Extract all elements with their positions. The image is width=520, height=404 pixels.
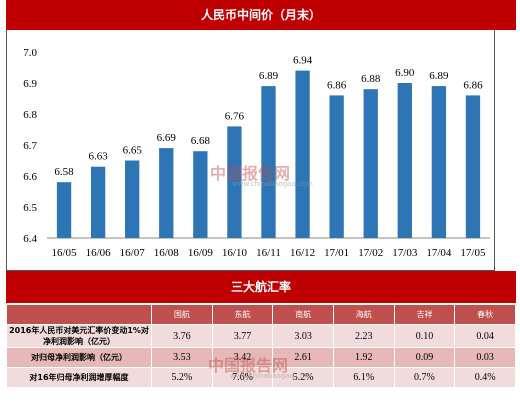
data-label: 6.90 — [395, 67, 415, 79]
y-tick-label: 6.8 — [23, 109, 37, 121]
watermark-logo: 中国报告网 — [210, 164, 291, 183]
header-airline: 海航 — [332, 304, 395, 325]
data-label: 6.94 — [293, 55, 313, 67]
bar — [329, 95, 344, 239]
bar — [159, 148, 174, 238]
data-label: 6.89 — [259, 70, 279, 82]
chart-area: 6.4 6.5 6.6 6.7 6.8 6.9 7.0 6.58 16/05 6.63 16/06 6… — [6, 30, 495, 271]
bar — [125, 160, 140, 238]
table-row: 对归母净利润影响（亿元） 3.53 3.42 2.61 1.92 0.09 0.… — [6, 347, 516, 368]
x-tick-label: 16/08 — [154, 247, 180, 259]
bar — [56, 182, 72, 238]
bar — [193, 151, 208, 238]
x-tick-label: 17/05 — [460, 247, 486, 259]
data-label: 6.76 — [225, 110, 245, 122]
data-label: 6.88 — [361, 73, 381, 85]
bar — [261, 86, 276, 238]
x-tick-label: 16/07 — [120, 247, 146, 259]
table-cell: 0.09 — [393, 347, 456, 368]
watermark-url: www.chinabaogao.com — [230, 372, 311, 380]
table-header-row: 国航 东航 南航 海航 吉祥 春秋 — [6, 304, 516, 325]
bar — [397, 83, 412, 238]
x-tick-label: 17/01 — [324, 247, 349, 259]
y-tick-label: 6.7 — [23, 140, 37, 152]
y-tick-label: 6.4 — [23, 233, 37, 245]
bar — [363, 89, 378, 238]
x-tick-label: 16/05 — [52, 247, 78, 259]
data-label: 6.89 — [429, 70, 449, 82]
bar — [227, 126, 242, 238]
chart-title-banner: 人民币中间价（月末） — [6, 0, 516, 30]
table-cell: 5.2% — [272, 367, 334, 388]
bar-chart: 6.4 6.5 6.6 6.7 6.8 6.9 7.0 6.58 16/05 6.63 16/06 6… — [23, 47, 490, 259]
watermark-logo: 中国报告网 — [208, 356, 289, 375]
x-tick-label: 17/02 — [358, 247, 383, 259]
bar — [465, 95, 481, 239]
header-airline: 东航 — [211, 304, 274, 325]
y-tick-label: 6.9 — [23, 78, 37, 90]
data-label: 6.86 — [463, 79, 483, 91]
header-airline: 国航 — [151, 304, 213, 325]
table-cell: 0.04 — [454, 324, 516, 348]
x-tick-label: 17/04 — [426, 247, 452, 259]
x-tick-label: 16/12 — [290, 247, 315, 259]
table-cell: 1.92 — [332, 347, 395, 368]
watermark-url: www.chinabaogao.com — [232, 180, 313, 188]
table-title-banner: 三大航汇率 — [6, 271, 516, 303]
header-airline: 南航 — [272, 304, 334, 325]
table-cell: 0.10 — [393, 324, 456, 348]
x-tick-label: 17/03 — [392, 247, 418, 259]
x-tick-label: 16/06 — [86, 247, 112, 259]
x-tick-label: 16/11 — [256, 247, 281, 259]
y-tick-label: 6.6 — [23, 171, 37, 183]
table-row: 2016年人民币对美元汇率价变动1%对净利润影响（亿元） 3.76 3.77 3… — [6, 324, 516, 348]
table-cell: 0.4% — [454, 367, 516, 388]
data-label: 6.86 — [327, 79, 347, 91]
header-blank-cell — [6, 304, 152, 325]
header-airline: 春秋 — [454, 304, 516, 325]
x-tick-label: 16/10 — [222, 247, 248, 259]
table-cell: 2.23 — [332, 324, 395, 348]
table-row: 对16年归母净利润增厚幅度 5.2% 7.6% 5.2% 6.1% 0.7% 0… — [6, 367, 516, 388]
data-label: 6.58 — [54, 166, 74, 178]
table-cell: 0.7% — [393, 367, 456, 388]
table-cell: 3.53 — [151, 347, 213, 368]
table-cell: 3.77 — [211, 324, 274, 348]
data-label: 6.65 — [123, 145, 143, 157]
bar — [431, 86, 447, 238]
data-label: 6.69 — [157, 132, 177, 144]
header-airline: 吉祥 — [393, 304, 456, 325]
table-cell: 6.1% — [332, 367, 395, 388]
row-label: 2016年人民币对美元汇率价变动1%对净利润影响（亿元） — [6, 324, 152, 348]
x-tick-label: 16/09 — [188, 247, 214, 259]
table-cell: 5.2% — [151, 367, 213, 388]
y-tick-label: 7.0 — [23, 47, 37, 59]
row-label: 对16年归母净利润增厚幅度 — [6, 367, 152, 388]
data-label: 6.68 — [191, 135, 211, 147]
airline-fx-table: 国航 东航 南航 海航 吉祥 春秋 2016年人民币对美元汇率价变动1%对净利润… — [6, 304, 516, 388]
bar — [295, 70, 310, 238]
table-cell: 0.03 — [454, 347, 516, 368]
bar — [90, 166, 106, 238]
y-tick-label: 6.5 — [23, 202, 37, 214]
table-cell: 3.76 — [151, 324, 213, 348]
data-label: 6.63 — [88, 151, 108, 163]
table-cell: 3.03 — [272, 324, 334, 348]
row-label: 对归母净利润影响（亿元） — [6, 347, 152, 368]
